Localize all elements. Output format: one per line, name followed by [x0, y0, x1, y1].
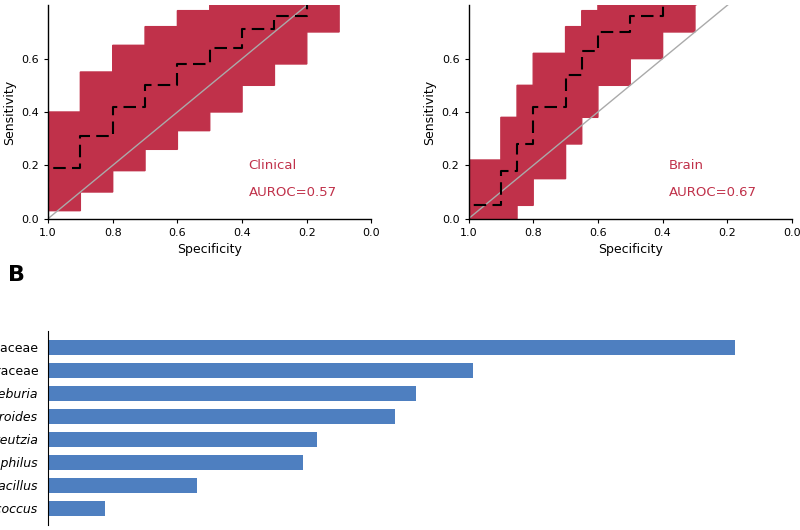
Text: Brain: Brain [669, 159, 704, 172]
Bar [48, 478, 197, 493]
Polygon shape [469, 0, 792, 219]
Bar [48, 432, 318, 447]
X-axis label: Specificity: Specificity [598, 243, 662, 257]
Y-axis label: Sensitivity: Sensitivity [423, 80, 436, 145]
Y-axis label: Sensitivity: Sensitivity [2, 80, 16, 145]
Text: B: B [8, 265, 25, 285]
X-axis label: Specificity: Specificity [178, 243, 242, 257]
Bar [48, 363, 473, 377]
Bar [48, 455, 303, 470]
Polygon shape [48, 0, 371, 219]
Text: AUROC=0.57: AUROC=0.57 [249, 187, 337, 199]
Text: AUROC=0.67: AUROC=0.67 [669, 187, 757, 199]
Bar [48, 409, 395, 423]
Bar [48, 340, 735, 355]
Text: Clinical: Clinical [249, 159, 297, 172]
Bar [48, 501, 105, 516]
Bar [48, 386, 417, 401]
